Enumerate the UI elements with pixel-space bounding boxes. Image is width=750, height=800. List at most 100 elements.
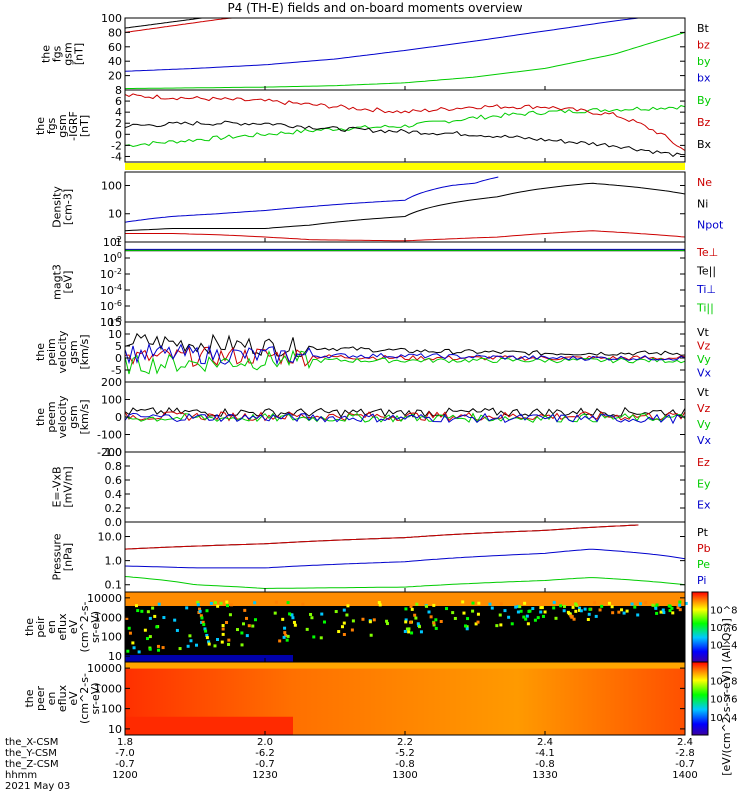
- x-tick-label: -2.8: [675, 748, 695, 759]
- panel-efield: Ez Ey Ex 0.00.20.40.60.81.0 E=-VxB[mV/m]: [51, 446, 711, 529]
- x-tick-label: 1300: [392, 770, 417, 781]
- y-tick-label: 1.0: [105, 555, 123, 568]
- series-peem-vx: [125, 412, 685, 425]
- svg-text:[cm-3]: [cm-3]: [62, 189, 75, 225]
- colorbar-peer: [691, 661, 709, 736]
- series-pressure-pb: [125, 524, 639, 550]
- svg-text:(cm^2-s-: (cm^2-s-: [78, 602, 91, 653]
- svg-text:the: the: [34, 343, 47, 361]
- x-tick-label: -0.7: [675, 759, 695, 770]
- x-tick-label: 2.4: [677, 737, 693, 748]
- legend-fgs-dsl-1: Bz: [697, 116, 711, 129]
- y-tick-label: 100: [101, 703, 122, 716]
- y-tick-label: -2: [111, 139, 122, 152]
- panel-pressure: Pt Pb Pe Pi 0.1 1.0 10.0 Pressure[nPa]: [51, 521, 711, 593]
- colorbar-tick: 10^4: [710, 641, 737, 652]
- colorbar-peir: [691, 591, 709, 663]
- svg-text:peim: peim: [45, 338, 58, 366]
- x-tick-label: 1330: [532, 770, 557, 781]
- y-tick-label: -100: [97, 429, 122, 442]
- y-tick-label: 10000: [87, 592, 122, 605]
- data-quality-bar: [125, 163, 685, 170]
- y-tick-label: 10-2: [100, 267, 122, 281]
- y-tick-label: 10: [108, 328, 122, 341]
- svg-text:sr-eV): sr-eV): [89, 682, 102, 714]
- legend-pressure-3: Pi: [697, 574, 706, 587]
- y-label-density: Density[cm-3]: [51, 186, 75, 228]
- y-tick-label: 10: [108, 208, 122, 221]
- legend-efield-1: Ey: [697, 477, 711, 490]
- series-density-ni: [125, 182, 685, 232]
- svg-text:[km/s]: [km/s]: [78, 334, 91, 369]
- legend-temp-0: Te⊥: [696, 246, 718, 259]
- legend-efield-2: Ex: [697, 499, 711, 512]
- x-row-label: the_Z-CSM: [5, 759, 59, 770]
- legend-efield-0: Ez: [697, 456, 710, 469]
- legend-fgs-1: bz: [697, 39, 710, 52]
- svg-text:Pressure: Pressure: [51, 533, 64, 580]
- y-tick-label: 10.0: [98, 531, 123, 544]
- series-fgs-dsl-bz: [125, 93, 685, 152]
- legend-peim-3: Vx: [697, 367, 712, 380]
- series-fgs-dsl-by: [125, 105, 685, 148]
- svg-text:(cm^2-s-: (cm^2-s-: [78, 673, 91, 724]
- panel-frame: [124, 521, 686, 593]
- x-tick-label: -0.7: [255, 759, 275, 770]
- svg-text:-IGRF: -IGRF: [67, 111, 80, 141]
- x-tick-label: 1400: [672, 770, 697, 781]
- svg-text:the: the: [23, 689, 36, 707]
- x-tick-label: 1230: [252, 770, 277, 781]
- y-tick-label: 0.0: [105, 516, 123, 529]
- y-tick-label: 1.0: [105, 446, 123, 459]
- colorbar-unit: [eV/(cm^2-s-sr-eV)] (All Qs)]: [720, 618, 733, 776]
- y-tick-label: 0.8: [105, 460, 123, 473]
- y-tick-label: 100: [101, 12, 122, 25]
- svg-text:[mV/m]: [mV/m]: [62, 466, 75, 507]
- y-tick-label: 60: [108, 41, 122, 54]
- x-row-label: the_X-CSM: [5, 737, 58, 748]
- colorbar-tick: 10^8: [710, 606, 737, 617]
- svg-text:eV: eV: [67, 619, 80, 634]
- series-pressure-pe: [125, 576, 685, 590]
- y-tick-label: 40: [108, 55, 122, 68]
- y-tick-label: 8: [115, 84, 122, 97]
- series-fgs-by: [125, 31, 685, 90]
- x-tick-label: -0.8: [395, 759, 415, 770]
- legend-fgs-3: bx: [697, 72, 711, 85]
- series-peim-vy: [125, 349, 685, 375]
- y-tick-label: 1000: [94, 682, 122, 695]
- legend-peem-0: Vt: [697, 386, 710, 399]
- legend-pressure-2: Pe: [697, 558, 710, 571]
- series-fgs-bt: [125, 18, 206, 29]
- svg-text:peer: peer: [34, 686, 47, 712]
- svg-text:[eV/(cm^2-s-sr-eV)] (All Qs)]: [eV/(cm^2-s-sr-eV)] (All Qs)]: [720, 618, 733, 776]
- svg-text:sr-eV): sr-eV): [89, 611, 102, 643]
- y-label-efield: E=-VxB[mV/m]: [51, 466, 75, 507]
- svg-text:magt3: magt3: [51, 264, 64, 300]
- svg-text:eV: eV: [67, 691, 80, 706]
- panel-peir: 10^410^610^810100100010000thepeireneflux…: [23, 591, 737, 663]
- series-peim-vx: [125, 342, 685, 366]
- svg-text:velocity: velocity: [56, 395, 69, 438]
- svg-text:gsm: gsm: [56, 114, 69, 137]
- y-tick-label: 10: [108, 723, 122, 736]
- colorbar-tick: 10^6: [710, 623, 737, 634]
- legend-density-0: Ne: [697, 176, 712, 189]
- y-tick-label: 0: [115, 352, 122, 365]
- y-tick-label: 0: [115, 411, 122, 424]
- svg-text:gsm: gsm: [62, 42, 75, 65]
- svg-text:[nT]: [nT]: [73, 43, 86, 65]
- x-tick-label: -6.2: [255, 748, 275, 759]
- y-tick-label: 100: [103, 251, 122, 265]
- svg-text:[eV]: [eV]: [62, 271, 75, 294]
- svg-text:the: the: [23, 618, 36, 636]
- y-tick-label: 4: [115, 106, 122, 119]
- legend-fgs-0: Bt: [697, 22, 710, 35]
- series-fgs-bx: [125, 18, 639, 72]
- svg-text:[nPa]: [nPa]: [62, 543, 75, 571]
- colorbar-tick: 10^8: [710, 676, 737, 687]
